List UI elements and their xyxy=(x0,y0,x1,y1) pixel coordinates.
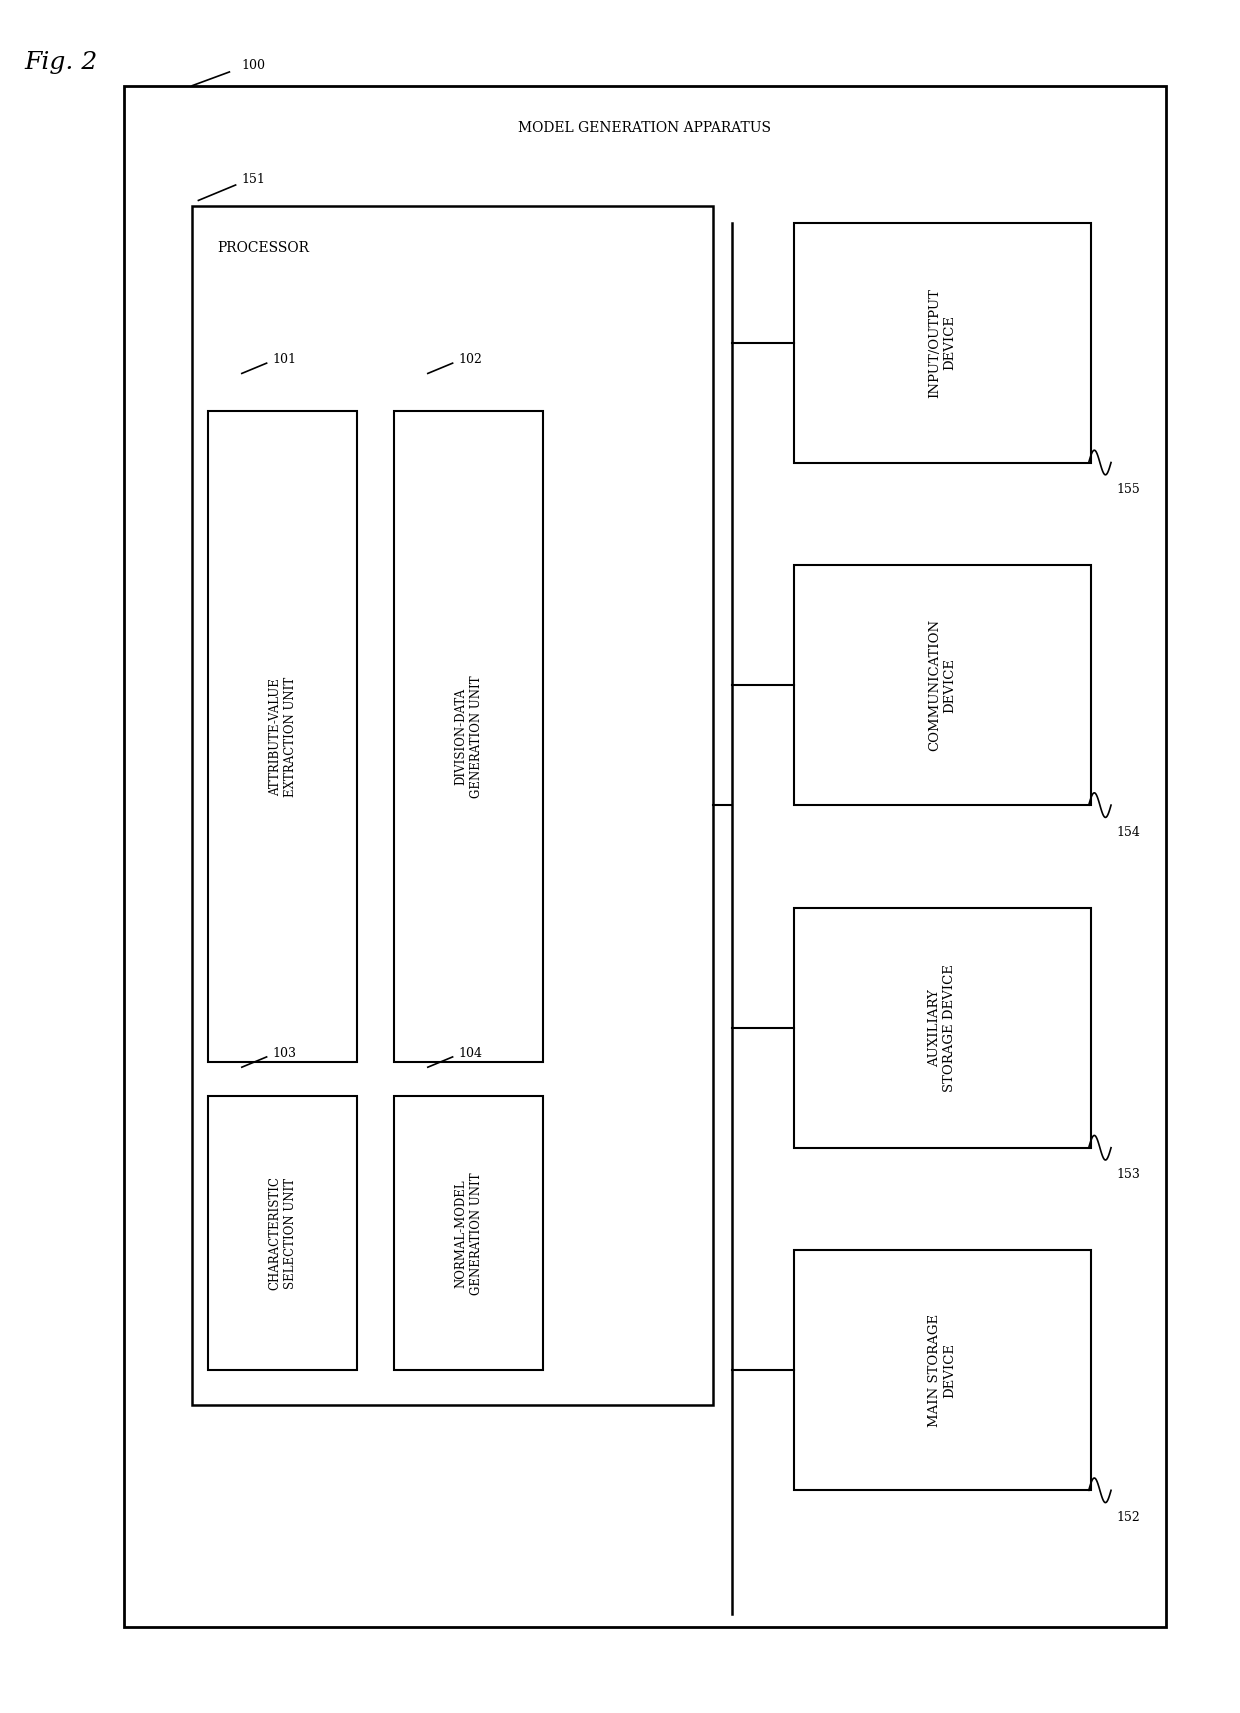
Text: AUXILIARY
STORAGE DEVICE: AUXILIARY STORAGE DEVICE xyxy=(929,964,956,1091)
Text: 101: 101 xyxy=(273,353,296,367)
Text: COMMUNICATION
DEVICE: COMMUNICATION DEVICE xyxy=(929,618,956,752)
Text: 154: 154 xyxy=(1116,826,1140,839)
Text: 155: 155 xyxy=(1116,483,1140,497)
Text: 100: 100 xyxy=(242,58,265,72)
Text: Fig. 2: Fig. 2 xyxy=(25,51,98,74)
Bar xyxy=(394,411,543,1062)
Text: INPUT/OUTPUT
DEVICE: INPUT/OUTPUT DEVICE xyxy=(929,288,956,397)
Bar xyxy=(192,206,713,1405)
Text: DIVISION-DATA
GENERATION UNIT: DIVISION-DATA GENERATION UNIT xyxy=(455,675,482,798)
Bar xyxy=(794,223,1091,463)
Bar xyxy=(208,411,357,1062)
Bar xyxy=(208,1096,357,1370)
Text: CHARACTERISTIC
SELECTION UNIT: CHARACTERISTIC SELECTION UNIT xyxy=(269,1177,296,1290)
Text: NORMAL-MODEL
GENERATION UNIT: NORMAL-MODEL GENERATION UNIT xyxy=(455,1172,482,1295)
Text: 104: 104 xyxy=(459,1047,482,1060)
Text: 151: 151 xyxy=(242,173,265,187)
Bar xyxy=(794,565,1091,805)
Bar xyxy=(124,86,1166,1627)
Bar xyxy=(794,1250,1091,1490)
Text: MAIN STORAGE
DEVICE: MAIN STORAGE DEVICE xyxy=(929,1314,956,1427)
Bar xyxy=(394,1096,543,1370)
Text: 152: 152 xyxy=(1116,1511,1140,1525)
Text: PROCESSOR: PROCESSOR xyxy=(217,242,309,255)
Text: ATTRIBUTE-VALUE
EXTRACTION UNIT: ATTRIBUTE-VALUE EXTRACTION UNIT xyxy=(269,677,296,797)
Text: 153: 153 xyxy=(1116,1168,1140,1182)
Bar xyxy=(794,908,1091,1148)
Text: 102: 102 xyxy=(459,353,482,367)
Text: 103: 103 xyxy=(273,1047,296,1060)
Text: MODEL GENERATION APPARATUS: MODEL GENERATION APPARATUS xyxy=(518,122,771,135)
